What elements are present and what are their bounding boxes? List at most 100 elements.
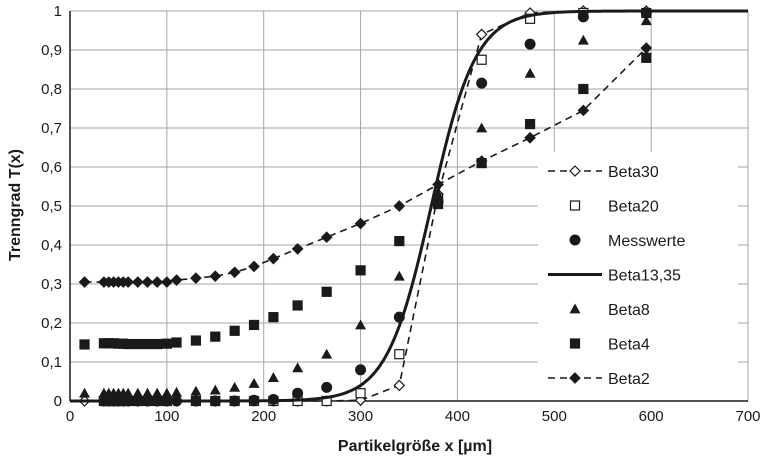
series-beta4-point xyxy=(152,338,163,350)
series-beta2-point xyxy=(640,42,653,54)
series-beta8-point xyxy=(229,381,241,392)
series-beta4-point xyxy=(142,338,153,350)
series-beta8-point xyxy=(79,387,91,398)
series-beta4-point xyxy=(123,338,134,350)
y-tick-label: 0,5 xyxy=(41,198,62,215)
series-beta8-point xyxy=(321,348,333,359)
series-beta4-point xyxy=(524,118,536,130)
series-beta8-point xyxy=(209,384,221,395)
series-beta8-point xyxy=(141,387,153,398)
series-beta8-point xyxy=(161,387,173,398)
x-axis-label: Partikelgröße x [µm] xyxy=(338,438,492,455)
series-beta13-35-line xyxy=(70,9,749,403)
legend-label: Beta4 xyxy=(608,337,650,354)
y-tick-label: 0,7 xyxy=(41,120,62,137)
series-beta4-point xyxy=(432,198,444,210)
y-tick-label: 0,4 xyxy=(41,237,62,254)
series-beta8-point xyxy=(577,34,589,45)
x-tick-label: 700 xyxy=(735,408,760,425)
y-tick-label: 0,8 xyxy=(41,81,62,98)
series-messwerte-point xyxy=(577,11,589,23)
series-beta20-point xyxy=(355,388,366,399)
y-tick-label: 0,9 xyxy=(41,42,62,59)
legend: Beta30 Beta20 Messwerte Beta13,35 Beta8 Beta4… xyxy=(538,152,738,400)
x-tick-label: 600 xyxy=(639,408,664,425)
x-tick-label: 100 xyxy=(154,408,179,425)
series-beta8-point xyxy=(432,188,444,199)
series-beta4-point xyxy=(248,319,260,331)
legend-item-beta8: Beta8 xyxy=(569,302,650,319)
legend-label: Messwerte xyxy=(608,233,685,250)
y-tick-label: 0 xyxy=(54,393,62,410)
y-tick-label: 0,3 xyxy=(41,276,62,293)
series-beta4-point xyxy=(641,52,652,63)
series-beta4-point xyxy=(79,339,90,350)
series-beta8-point xyxy=(640,15,652,26)
series-beta2-point xyxy=(131,276,144,288)
series-beta4-point xyxy=(161,338,172,349)
series-beta8-point xyxy=(524,67,536,78)
series-messwerte-point xyxy=(476,77,488,89)
legend-label: Beta30 xyxy=(608,164,659,181)
y-tick-label: 0,6 xyxy=(41,159,62,176)
series-messwerte-point xyxy=(321,381,333,393)
series-beta2-point xyxy=(432,178,444,191)
series-beta8-point xyxy=(292,362,304,373)
series-beta2-point xyxy=(161,276,173,288)
series-beta4-point xyxy=(132,338,143,350)
series-beta4-point xyxy=(578,83,589,95)
series-beta4-point xyxy=(268,312,279,323)
series-beta2-point xyxy=(354,217,367,230)
legend-label: Beta2 xyxy=(608,371,650,388)
series-beta4-point xyxy=(321,286,332,297)
series-beta8-point xyxy=(122,387,134,398)
legend-marker xyxy=(569,372,581,384)
series-beta8-point xyxy=(355,319,367,330)
series-beta2-line xyxy=(84,47,647,283)
legend-item-beta4: Beta4 xyxy=(569,337,650,354)
series-beta20-point xyxy=(476,54,487,65)
series-beta2-point xyxy=(320,231,333,244)
series xyxy=(70,5,749,407)
legend-marker xyxy=(569,165,581,177)
series-beta4-point xyxy=(292,300,303,311)
y-tick-label: 0,1 xyxy=(41,354,62,371)
legend-marker xyxy=(569,234,581,246)
series-beta4-point xyxy=(229,325,240,336)
series-beta2-point xyxy=(122,276,134,288)
series-beta2-point xyxy=(151,276,164,288)
legend-label: Beta8 xyxy=(608,302,650,319)
legend-item-beta20: Beta20 xyxy=(569,199,659,216)
series-beta8-point xyxy=(151,387,163,398)
y-axis-label: Trenngrad T(x) xyxy=(7,149,24,261)
series-beta8-point xyxy=(132,387,144,398)
series-beta2-point xyxy=(475,155,488,167)
series-messwerte-point xyxy=(524,38,536,50)
y-tick-label: 1 xyxy=(54,3,62,20)
series-beta8-point xyxy=(190,385,202,396)
legend-item-messwerte: Messwerte xyxy=(569,233,685,250)
x-tick-label: 300 xyxy=(348,408,373,425)
series-messwerte-point xyxy=(292,387,304,399)
series-beta8 xyxy=(79,15,652,398)
series-beta2-point xyxy=(291,243,304,255)
x-tick-label: 400 xyxy=(445,408,470,425)
legend-item-beta2: Beta2 xyxy=(548,371,650,388)
x-tick-label: 500 xyxy=(542,408,567,425)
series-beta2-point xyxy=(267,252,280,265)
series-beta2-point xyxy=(170,274,183,286)
legend-item-beta13-35: Beta13,35 xyxy=(548,268,681,285)
legend-marker xyxy=(569,200,581,211)
series-beta2-point xyxy=(577,104,590,117)
series-beta4-point xyxy=(190,335,202,346)
series-beta13-35 xyxy=(70,9,749,403)
legend-item-beta30: Beta30 xyxy=(548,164,659,181)
y-tick-label: 0,2 xyxy=(41,315,62,332)
series-beta2-point xyxy=(141,276,154,288)
legend-marker xyxy=(569,338,581,349)
legend-label: Beta20 xyxy=(608,199,659,216)
x-tick-label: 200 xyxy=(251,408,276,425)
series-beta2-point xyxy=(228,266,241,279)
